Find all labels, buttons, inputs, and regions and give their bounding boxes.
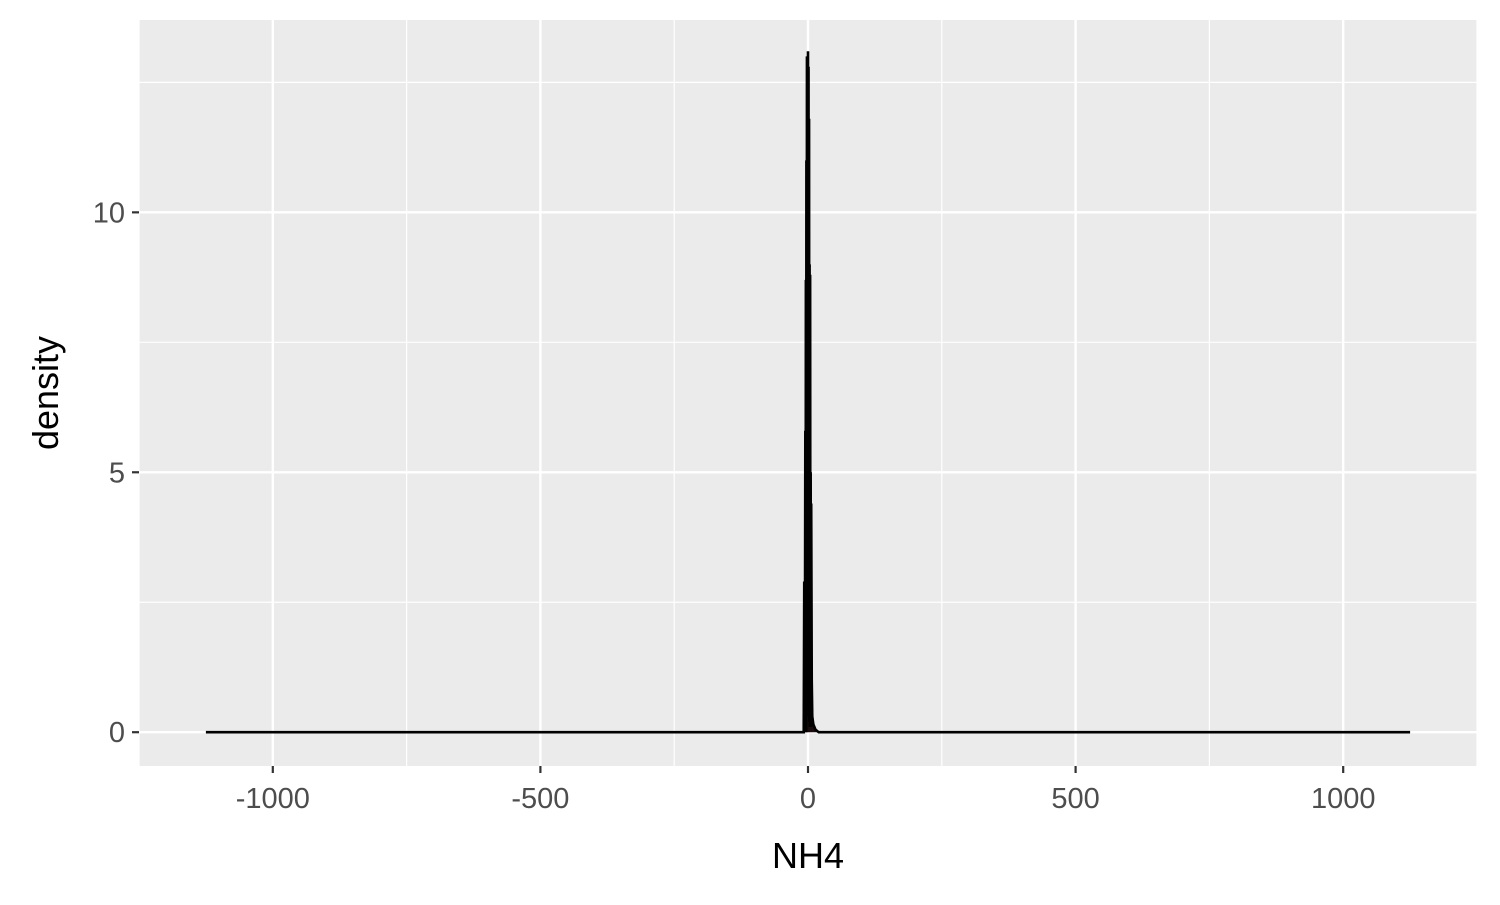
y-tick-label: 10 bbox=[93, 197, 125, 229]
y-axis-label: density bbox=[25, 336, 66, 450]
density-line bbox=[205, 51, 1411, 734]
grid-minor bbox=[138, 20, 1478, 766]
x-axis-label: NH4 bbox=[772, 835, 844, 876]
y-tick-label: 0 bbox=[109, 717, 125, 749]
x-tick-label: 1000 bbox=[1311, 783, 1376, 815]
x-tick-label: -500 bbox=[511, 783, 569, 815]
x-tick-label: 500 bbox=[1051, 783, 1099, 815]
x-axis: -1000 -500 0 500 1000 bbox=[236, 766, 1376, 815]
density-marks bbox=[205, 51, 1411, 734]
x-tick-label: -1000 bbox=[236, 783, 310, 815]
y-tick-label: 5 bbox=[109, 457, 125, 489]
x-tick-label: 0 bbox=[800, 783, 816, 815]
y-axis: 0 5 10 bbox=[93, 197, 139, 749]
